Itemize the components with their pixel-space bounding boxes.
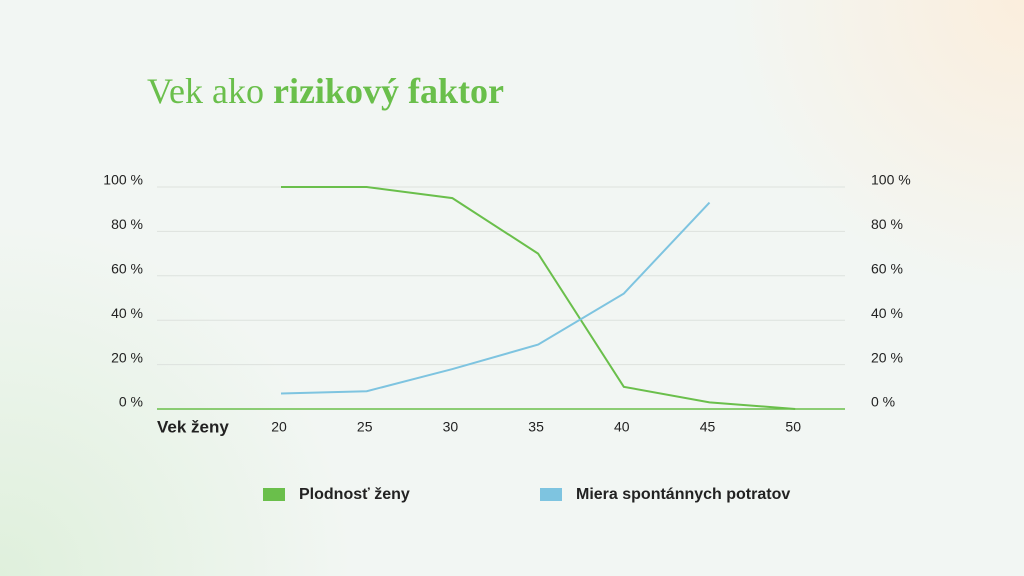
x-tick-label: 50 bbox=[785, 419, 801, 435]
y2-tick-label: 40 % bbox=[871, 305, 903, 321]
x-tick-label: 20 bbox=[271, 419, 287, 435]
title-plain: Vek ako bbox=[147, 71, 264, 111]
y-tick-label: 20 % bbox=[111, 349, 143, 365]
title-bold: rizikový faktor bbox=[273, 71, 504, 111]
x-tick-label: 25 bbox=[357, 419, 373, 435]
chart-title: Vek ako rizikový faktor bbox=[147, 71, 504, 111]
y-tick-label: 0 % bbox=[119, 394, 143, 410]
x-axis-label: Vek ženy bbox=[157, 417, 229, 436]
legend-swatch bbox=[540, 488, 562, 501]
y2-tick-label: 100 % bbox=[871, 172, 911, 188]
series-line bbox=[280, 201, 711, 395]
y-tick-label: 100 % bbox=[103, 172, 143, 188]
y2-tick-label: 20 % bbox=[871, 349, 903, 365]
y2-tick-label: 80 % bbox=[871, 216, 903, 232]
x-tick-label: 30 bbox=[443, 419, 459, 435]
y2-tick-label: 0 % bbox=[871, 394, 895, 410]
y-tick-label: 60 % bbox=[111, 261, 143, 277]
legend-swatch bbox=[263, 488, 285, 501]
x-tick-label: 45 bbox=[700, 419, 716, 435]
y2-tick-label: 60 % bbox=[871, 261, 903, 277]
y-tick-label: 40 % bbox=[111, 305, 143, 321]
legend-label: Miera spontánnych potratov bbox=[576, 486, 790, 503]
legend-label: Plodnosť ženy bbox=[299, 486, 410, 503]
x-tick-label: 40 bbox=[614, 419, 630, 435]
y-tick-label: 80 % bbox=[111, 216, 143, 232]
x-tick-label: 35 bbox=[528, 419, 544, 435]
series-line bbox=[281, 186, 796, 410]
